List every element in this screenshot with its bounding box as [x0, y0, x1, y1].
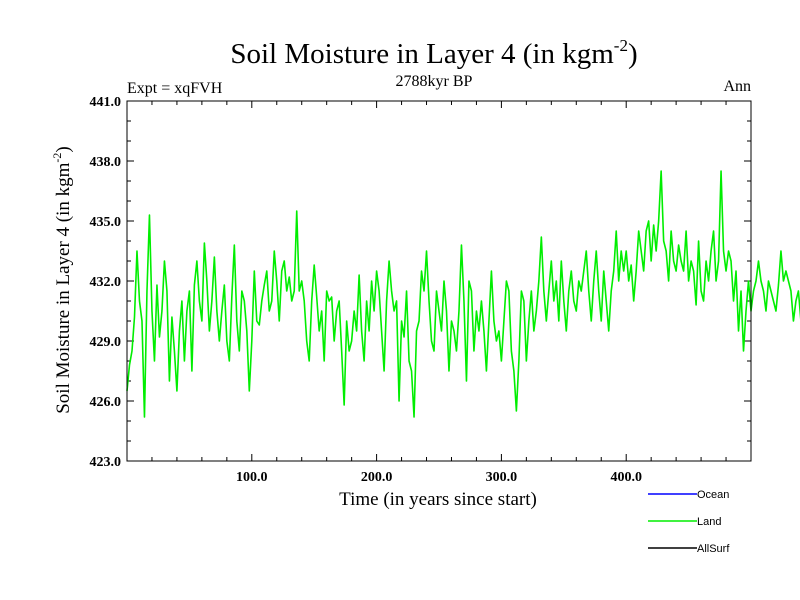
y-tick-label: 429.0 [90, 335, 122, 350]
y-tick-label: 426.0 [90, 395, 122, 410]
y-axis-label: Soil Moisture in Layer 4 (in kgm-2) [50, 146, 74, 414]
y-axis-label-main: Soil Moisture in Layer 4 (in kgm [53, 162, 74, 413]
legend-label-land: Land [697, 516, 721, 528]
y-tick-label: 438.0 [90, 155, 122, 170]
y-tick-label: 435.0 [90, 215, 122, 230]
legend: Ocean Land AllSurf [648, 489, 730, 555]
chart-title: Soil Moisture in Layer 4 (in kgm-2) [230, 36, 637, 70]
legend-label-allsurf: AllSurf [697, 543, 730, 555]
chart-title-main: Soil Moisture in Layer 4 (in kgm [230, 38, 614, 70]
plot-frame [126, 100, 752, 462]
y-tick-label: 423.0 [90, 455, 122, 470]
season-label: Ann [723, 78, 751, 95]
chart-title-superscript: -2 [614, 36, 628, 55]
chart-subtitle: 2788kyr BP [396, 73, 473, 90]
chart-title-end: ) [628, 38, 638, 70]
y-tick-label: 432.0 [90, 275, 122, 290]
x-tick-label: 400.0 [610, 470, 642, 485]
x-tick-label: 200.0 [361, 470, 393, 485]
experiment-label: Expt = xqFVH [127, 80, 223, 97]
axis-tick-labels: 423.0 426.0 429.0 432.0 435.0 438.0 441.0 100.0… [90, 95, 642, 485]
legend-label-ocean: Ocean [697, 489, 729, 501]
series-line-land [126, 170, 800, 418]
y-tick-label: 441.0 [90, 95, 122, 110]
x-tick-label: 300.0 [486, 470, 518, 485]
x-axis-label: Time (in years since start) [339, 489, 537, 510]
axis-ticks [127, 100, 751, 462]
y-axis-label-superscript: -2 [50, 153, 64, 163]
y-axis-label-end: ) [53, 146, 74, 152]
data-series [126, 170, 800, 418]
x-tick-label: 100.0 [236, 470, 268, 485]
